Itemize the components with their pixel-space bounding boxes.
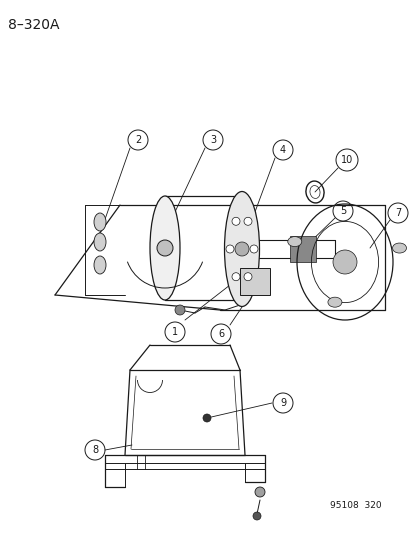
Ellipse shape bbox=[94, 233, 106, 251]
Text: 2: 2 bbox=[135, 135, 141, 145]
Text: 5: 5 bbox=[340, 206, 346, 216]
Text: 3: 3 bbox=[210, 135, 216, 145]
Text: 95108  320: 95108 320 bbox=[330, 501, 382, 510]
Circle shape bbox=[253, 512, 261, 520]
Ellipse shape bbox=[94, 213, 106, 231]
Text: 4: 4 bbox=[280, 145, 286, 155]
Ellipse shape bbox=[393, 243, 407, 253]
Circle shape bbox=[244, 273, 252, 281]
Text: 9: 9 bbox=[280, 398, 286, 408]
Ellipse shape bbox=[150, 196, 180, 300]
Text: 7: 7 bbox=[395, 208, 401, 218]
Circle shape bbox=[226, 245, 234, 253]
Bar bbox=[240, 268, 270, 295]
Ellipse shape bbox=[328, 297, 342, 307]
Circle shape bbox=[244, 217, 252, 225]
Text: 8: 8 bbox=[92, 445, 98, 455]
Bar bbox=[290, 236, 316, 262]
Text: 6: 6 bbox=[218, 329, 224, 339]
Circle shape bbox=[157, 240, 173, 256]
Ellipse shape bbox=[288, 237, 302, 247]
Circle shape bbox=[232, 217, 240, 225]
Ellipse shape bbox=[255, 487, 265, 497]
Text: 10: 10 bbox=[341, 155, 353, 165]
Circle shape bbox=[175, 305, 185, 315]
Circle shape bbox=[250, 245, 258, 253]
Circle shape bbox=[203, 414, 211, 422]
Ellipse shape bbox=[225, 191, 259, 306]
Text: 1: 1 bbox=[172, 327, 178, 337]
Circle shape bbox=[333, 250, 357, 274]
Circle shape bbox=[232, 273, 240, 281]
Ellipse shape bbox=[94, 256, 106, 274]
Circle shape bbox=[235, 242, 249, 256]
Text: 8–320A: 8–320A bbox=[8, 18, 59, 32]
